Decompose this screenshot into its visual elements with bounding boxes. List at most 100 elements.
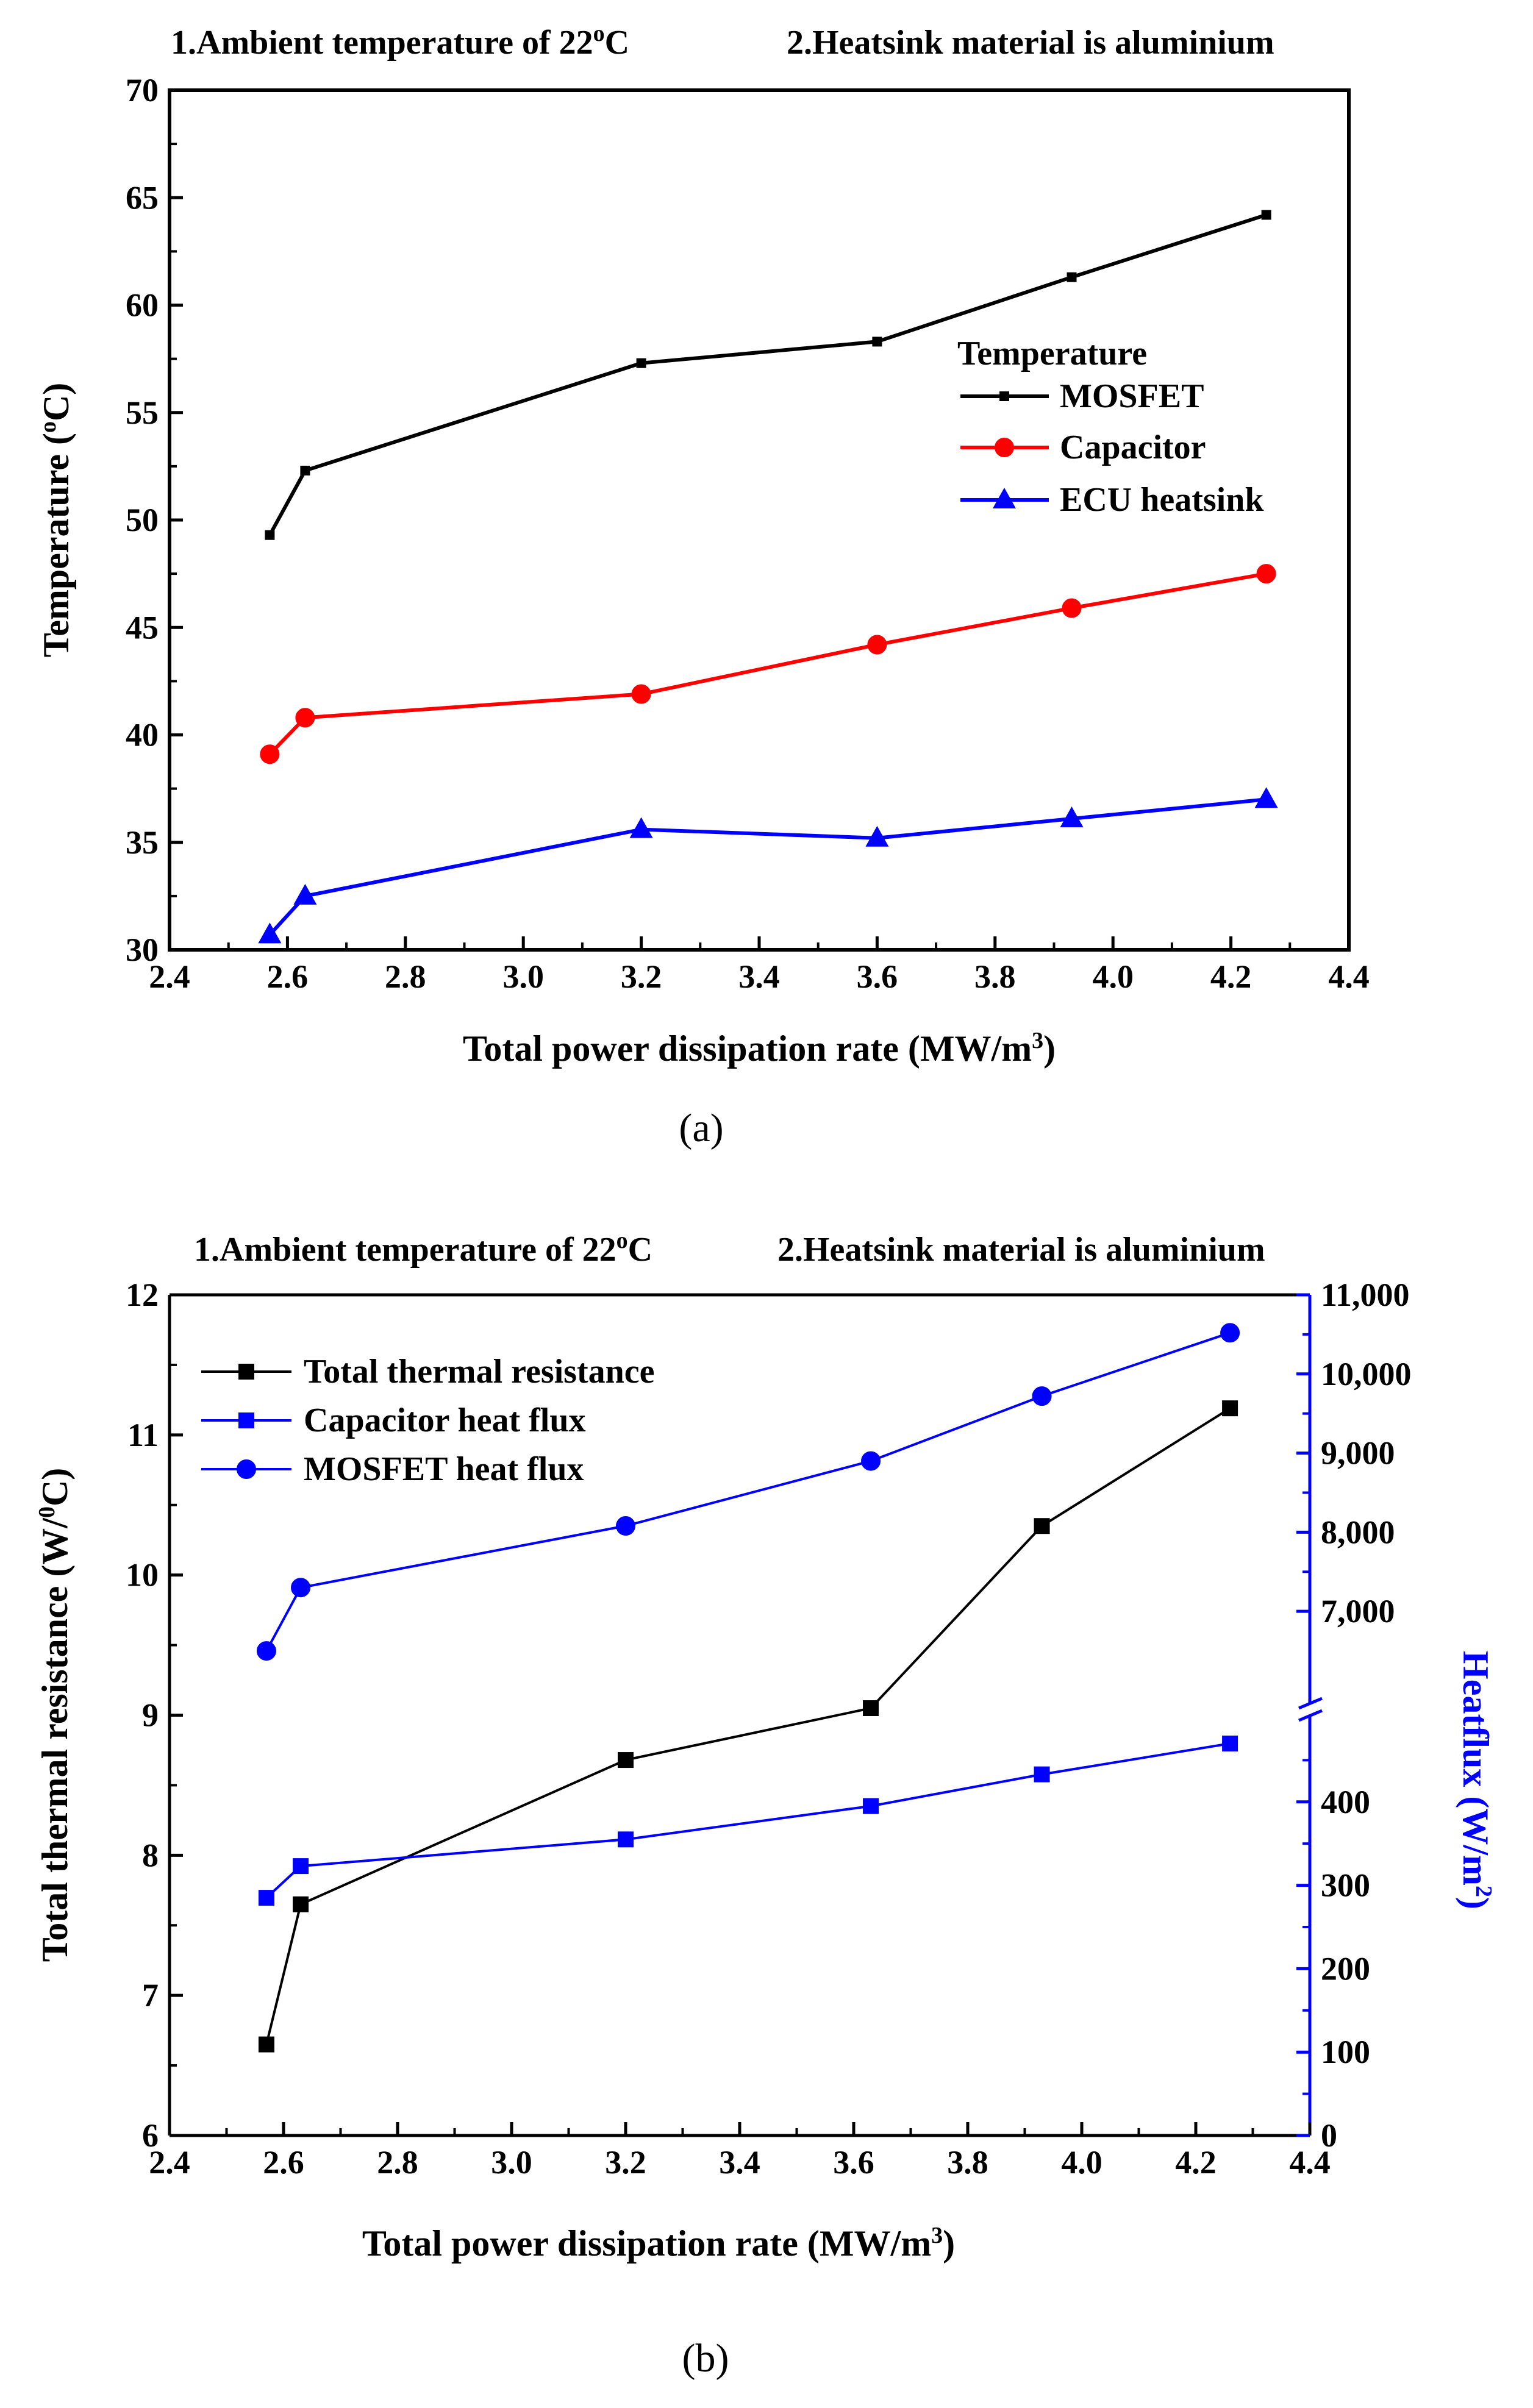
data-point: [1067, 272, 1077, 282]
chart-b-y-axis-title: Total thermal resistance (W/0C): [34, 1468, 75, 1962]
y2-tick-label: 11,000: [1321, 1277, 1410, 1313]
chart-b-y2-axis-title: Heatflux (W/m2): [1456, 1651, 1496, 1909]
chart-b-axis-break-mark-1: [1298, 1697, 1323, 1710]
chart-b-annotation-ambient: 1.Ambient temperature of 22oC: [194, 1228, 652, 1269]
series-line: [268, 797, 1267, 936]
data-point: [1222, 1400, 1238, 1417]
x-tick-label: 2.6: [263, 2144, 304, 2181]
y2-tick-label: 300: [1321, 1867, 1370, 1904]
y-tick-label: 8: [142, 1837, 159, 1873]
y2-tick-label: 9,000: [1321, 1435, 1395, 1472]
legend-marker: [238, 1412, 254, 1428]
data-point: [258, 922, 282, 944]
y2-tick-label: 0: [1321, 2117, 1337, 2154]
data-point: [1034, 1766, 1050, 1783]
y-tick-label: 35: [126, 824, 159, 861]
data-point: [293, 1858, 309, 1875]
data-point: [631, 684, 651, 704]
chart-a-annotation-ambient: 1.Ambient temperature of 22oC: [171, 21, 629, 62]
y2-tick-label: 400: [1321, 1784, 1370, 1820]
chart-a: 1.Ambient temperature of 22oC 2.Heatsink…: [35, 21, 1370, 1150]
data-point: [1032, 1386, 1052, 1406]
y-tick-label: 50: [126, 502, 159, 538]
x-tick-label: 3.0: [491, 2144, 532, 2181]
data-point: [863, 1700, 879, 1717]
data-point: [258, 1890, 274, 1906]
x-tick-label: 4.4: [1289, 2144, 1331, 2181]
y2-tick-label: 10,000: [1321, 1356, 1412, 1392]
legend-marker: [238, 1364, 254, 1380]
x-tick-label: 3.6: [857, 958, 898, 995]
chart-a-plot-frame: [168, 88, 1351, 952]
x-tick-label: 2.4: [149, 2144, 190, 2181]
x-tick-label: 4.0: [1092, 958, 1134, 995]
legend-label: MOSFET heat flux: [304, 1450, 584, 1488]
data-point: [293, 1896, 309, 1912]
data-point: [1062, 598, 1082, 618]
chart-b-axis-break-mark-2: [1298, 1709, 1323, 1722]
y-tick-label: 40: [126, 717, 159, 753]
chart-b-series: [256, 1323, 1240, 2053]
data-point: [260, 744, 280, 764]
x-tick-label: 3.4: [719, 2144, 760, 2181]
data-point: [863, 1798, 879, 1814]
series-line: [268, 572, 1267, 756]
data-point: [1256, 564, 1276, 584]
y2-tick-label: 200: [1321, 1950, 1370, 1987]
x-tick-label: 3.0: [502, 958, 544, 995]
chart-a-y-axis-title: Temperature (oC): [35, 383, 76, 658]
data-point: [1261, 210, 1271, 220]
y-tick-label: 30: [126, 931, 159, 968]
data-point: [1060, 806, 1084, 827]
chart-a-caption: (a): [679, 1106, 723, 1150]
legend-marker: [999, 391, 1009, 401]
x-tick-label: 3.2: [605, 2144, 646, 2181]
y-tick-label: 6: [142, 2117, 159, 2154]
y-tick-label: 70: [126, 72, 159, 109]
data-point: [636, 358, 646, 368]
x-tick-label: 4.4: [1328, 958, 1370, 995]
data-point: [861, 1451, 881, 1471]
x-tick-label: 2.8: [385, 958, 426, 995]
chart-a-annotation-heatsink: 2.Heatsink material is aluminium: [787, 24, 1274, 62]
data-point: [258, 2036, 274, 2053]
chart-b-y2-tick-labels: 0 100 200 300 400 7,000 8,000 9,000 10,000 11,000: [1321, 1277, 1412, 2154]
data-point: [616, 1516, 635, 1536]
y2-tick-label: 8,000: [1321, 1514, 1395, 1550]
data-point: [1222, 1736, 1238, 1751]
chart-b-x-axis-title: Total power dissipation rate (MW/m3): [362, 2223, 955, 2264]
chart-a-x-axis-title: Total power dissipation rate (MW/m3): [463, 1028, 1056, 1069]
x-tick-label: 3.2: [621, 958, 662, 995]
y-tick-label: 45: [126, 609, 159, 646]
data-point: [618, 1752, 634, 1769]
data-point: [293, 883, 317, 905]
x-tick-label: 2.8: [377, 2144, 418, 2181]
y-tick-label: 11: [127, 1417, 159, 1453]
x-tick-label: 3.8: [947, 2144, 988, 2181]
data-point: [1220, 1323, 1240, 1343]
data-point: [1254, 787, 1278, 808]
chart-a-series: [258, 210, 1278, 944]
data-point: [618, 1831, 634, 1848]
chart-b: 1.Ambient temperature of 22oC 2.Heatsink…: [34, 1228, 1496, 2381]
y-tick-label: 10: [126, 1557, 159, 1594]
data-point: [865, 825, 889, 847]
legend-label: MOSFET: [1060, 377, 1204, 415]
x-tick-label: 2.6: [267, 958, 309, 995]
chart-a-legend-title: Temperature: [957, 335, 1147, 372]
x-tick-label: 3.4: [738, 958, 780, 995]
legend-label: Capacitor: [1060, 429, 1206, 466]
y2-tick-label: 7,000: [1321, 1593, 1395, 1630]
legend-marker: [237, 1459, 256, 1479]
chart-a-y-tick-labels: 30 35 40 45 50 55 60 65 70: [126, 72, 159, 968]
x-tick-label: 4.0: [1061, 2144, 1102, 2181]
legend-label: ECU heatsink: [1060, 481, 1264, 519]
x-tick-label: 4.2: [1175, 2144, 1217, 2181]
data-point: [256, 1641, 276, 1661]
data-point: [629, 817, 653, 838]
y2-tick-label: 100: [1321, 2034, 1370, 2070]
series-line: [268, 213, 1267, 536]
legend-label: Total thermal resistance: [304, 1353, 654, 1391]
legend-label: Capacitor heat flux: [304, 1402, 586, 1439]
chart-b-legend: Total thermal resistance Capacitor heat f…: [201, 1353, 654, 1488]
